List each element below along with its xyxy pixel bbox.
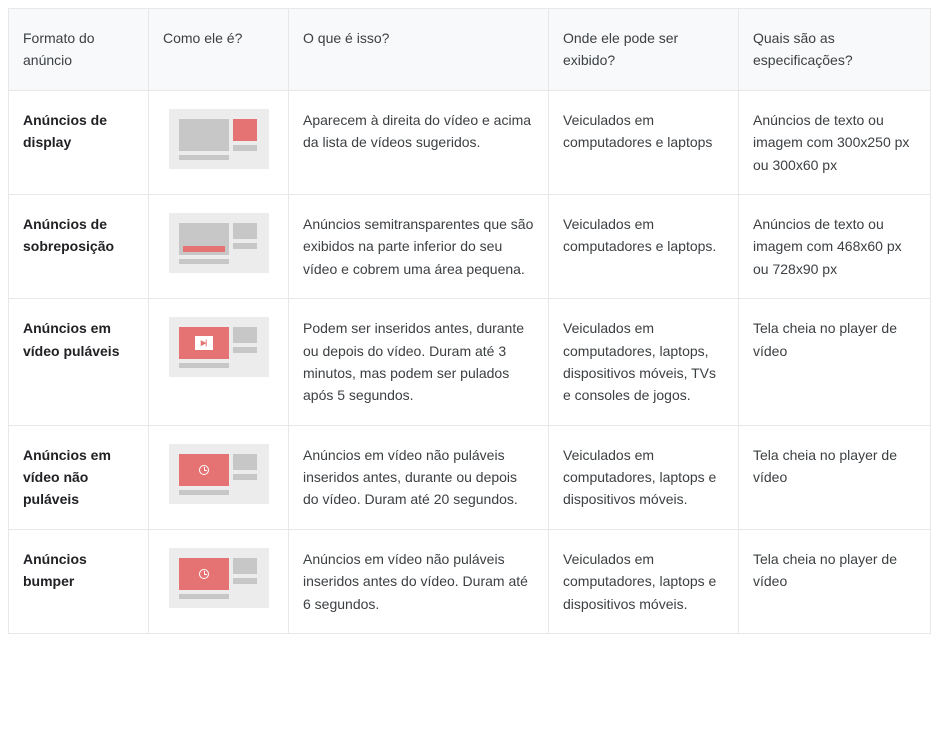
clock-icon — [199, 465, 209, 475]
cell-specs: Tela cheia no player de vídeo — [739, 529, 931, 633]
cell-specs: Tela cheia no player de vídeo — [739, 425, 931, 529]
cell-what: Podem ser inseridos antes, durante ou de… — [289, 299, 549, 426]
nonskippable-ad-icon — [169, 444, 269, 504]
cell-specs: Tela cheia no player de vídeo — [739, 299, 931, 426]
col-header-where: Onde ele pode ser exibido? — [549, 9, 739, 91]
table-row: Anúncios de sobreposição Anúncios semitr… — [9, 194, 931, 298]
clock-icon — [199, 569, 209, 579]
col-header-specs: Quais são as especificações? — [739, 9, 931, 91]
cell-look — [149, 425, 289, 529]
bumper-ad-icon — [169, 548, 269, 608]
cell-specs: Anúncios de texto ou imagem com 300x250 … — [739, 90, 931, 194]
ad-formats-table: Formato do anúncio Como ele é? O que é i… — [8, 8, 931, 634]
table-row: Anúncios em vídeo não puláveis Anúncios … — [9, 425, 931, 529]
cell-what: Anúncios em vídeo não puláveis inseridos… — [289, 425, 549, 529]
cell-format: Anúncios de display — [9, 90, 149, 194]
table-header-row: Formato do anúncio Como ele é? O que é i… — [9, 9, 931, 91]
table-row: Anúncios bumper Anúncios em vídeo não pu… — [9, 529, 931, 633]
skip-icon: ▶| — [201, 338, 206, 349]
col-header-look: Como ele é? — [149, 9, 289, 91]
cell-where: Veiculados em computadores e laptops. — [549, 194, 739, 298]
skippable-ad-icon: ▶| — [169, 317, 269, 377]
table-row: Anúncios em vídeo puláveis ▶| Podem ser … — [9, 299, 931, 426]
col-header-format: Formato do anúncio — [9, 9, 149, 91]
cell-look — [149, 194, 289, 298]
cell-where: Veiculados em computadores, laptops, dis… — [549, 299, 739, 426]
table-row: Anúncios de display Aparecem à direita d… — [9, 90, 931, 194]
cell-what: Aparecem à direita do vídeo e acima da l… — [289, 90, 549, 194]
cell-format: Anúncios bumper — [9, 529, 149, 633]
cell-look — [149, 90, 289, 194]
display-ad-icon — [169, 109, 269, 169]
cell-where: Veiculados em computadores, laptops e di… — [549, 425, 739, 529]
cell-what: Anúncios semitransparentes que são exibi… — [289, 194, 549, 298]
cell-where: Veiculados em computadores e laptops — [549, 90, 739, 194]
cell-look — [149, 529, 289, 633]
cell-format: Anúncios em vídeo puláveis — [9, 299, 149, 426]
cell-format: Anúncios de sobreposição — [9, 194, 149, 298]
cell-where: Veiculados em computadores, laptops e di… — [549, 529, 739, 633]
cell-look: ▶| — [149, 299, 289, 426]
cell-what: Anúncios em vídeo não puláveis inseridos… — [289, 529, 549, 633]
cell-specs: Anúncios de texto ou imagem com 468x60 p… — [739, 194, 931, 298]
cell-format: Anúncios em vídeo não puláveis — [9, 425, 149, 529]
overlay-ad-icon — [169, 213, 269, 273]
table-body: Anúncios de display Aparecem à direita d… — [9, 90, 931, 633]
col-header-what: O que é isso? — [289, 9, 549, 91]
